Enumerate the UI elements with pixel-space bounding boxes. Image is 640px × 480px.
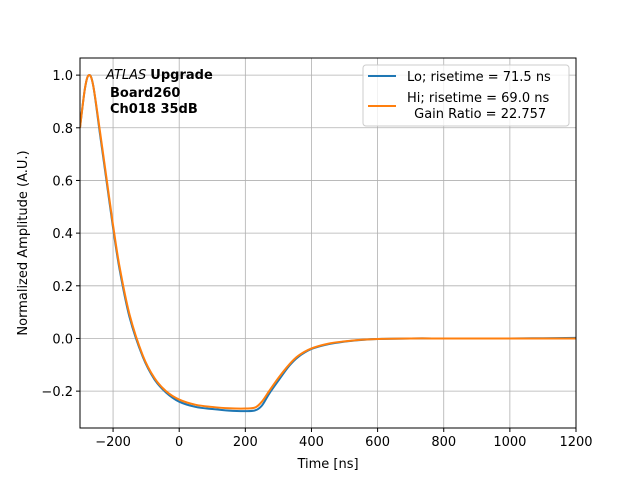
y-tick-label: 1.0 (52, 69, 73, 84)
legend: Lo; risetime = 71.5 ns Hi; risetime = 69… (362, 64, 570, 127)
y-axis-label: Normalized Amplitude (A.U.) (16, 150, 31, 335)
x-tick-label: 400 (299, 435, 324, 450)
y-tick-label: 0.2 (52, 280, 73, 295)
y-tick-label: −0.2 (41, 385, 73, 400)
x-tick-label: 1000 (493, 435, 526, 450)
x-tick-label: 800 (431, 435, 456, 450)
annotation: ATLAS Upgrade Board260 Ch018 35dB (105, 68, 213, 117)
x-tick-label: 0 (175, 435, 183, 450)
series-line-hi (80, 74, 576, 410)
series-lines (80, 74, 576, 413)
legend-label-lo: Lo; risetime = 71.5 ns (407, 70, 551, 85)
annotation-board: Board260 (110, 86, 180, 101)
ticks: −200 0 200 400 600 800 1000 1200 −0.2 0.0 0.2 0.4 0.… (41, 69, 592, 450)
x-axis-label: Time [ns] (296, 457, 358, 472)
legend-box (362, 64, 570, 127)
y-tick-label: 0.6 (52, 174, 73, 189)
legend-label-hi: Hi; risetime = 69.0 ns (407, 91, 549, 106)
annotation-upgrade: Upgrade (150, 68, 213, 83)
y-tick-label: 0.0 (52, 332, 73, 347)
legend-label-gain-ratio: Gain Ratio = 22.757 (410, 107, 546, 122)
axes-frame (79, 57, 577, 429)
y-tick-label: 0.8 (52, 122, 73, 137)
annotation-atlas: ATLAS (105, 68, 146, 83)
x-tick-label: 1200 (559, 435, 592, 450)
x-tick-label: 200 (233, 435, 258, 450)
annotation-channel: Ch018 35dB (110, 102, 198, 117)
x-tick-label: −200 (95, 435, 131, 450)
x-tick-label: 600 (365, 435, 390, 450)
y-tick-label: 0.4 (52, 227, 73, 242)
